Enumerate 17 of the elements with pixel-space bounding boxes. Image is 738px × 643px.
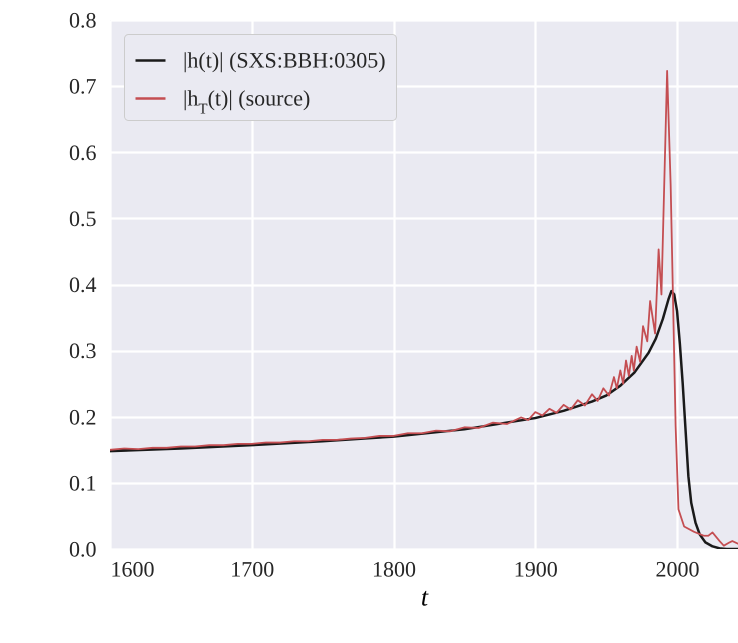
y-tick-label: 0.7 [69,74,96,99]
x-axis-title: t [420,582,429,612]
x-tick-label: 1600 [110,556,154,582]
x-tick-label: 1900 [514,556,558,582]
x-tick-label: 1800 [372,556,416,582]
y-tick-label: 0.0 [69,536,96,562]
y-tick-label: 0.3 [69,338,96,364]
x-tick-label: 1700 [230,556,274,582]
y-tick-label: 0.5 [69,206,96,231]
y-tick-label: 0.8 [69,8,96,32]
y-tick-label: 0.1 [69,470,96,496]
y-tick-label: 0.4 [69,272,96,297]
legend-label: |h(t)| (SXS:BBH:0305) [183,48,386,72]
y-tick-label: 0.6 [69,140,96,165]
legend-label: |h$_{T}$(t)| (source) [183,86,310,118]
x-tick-label: 2000 [656,556,700,582]
y-tick-label: 0.2 [69,404,96,430]
